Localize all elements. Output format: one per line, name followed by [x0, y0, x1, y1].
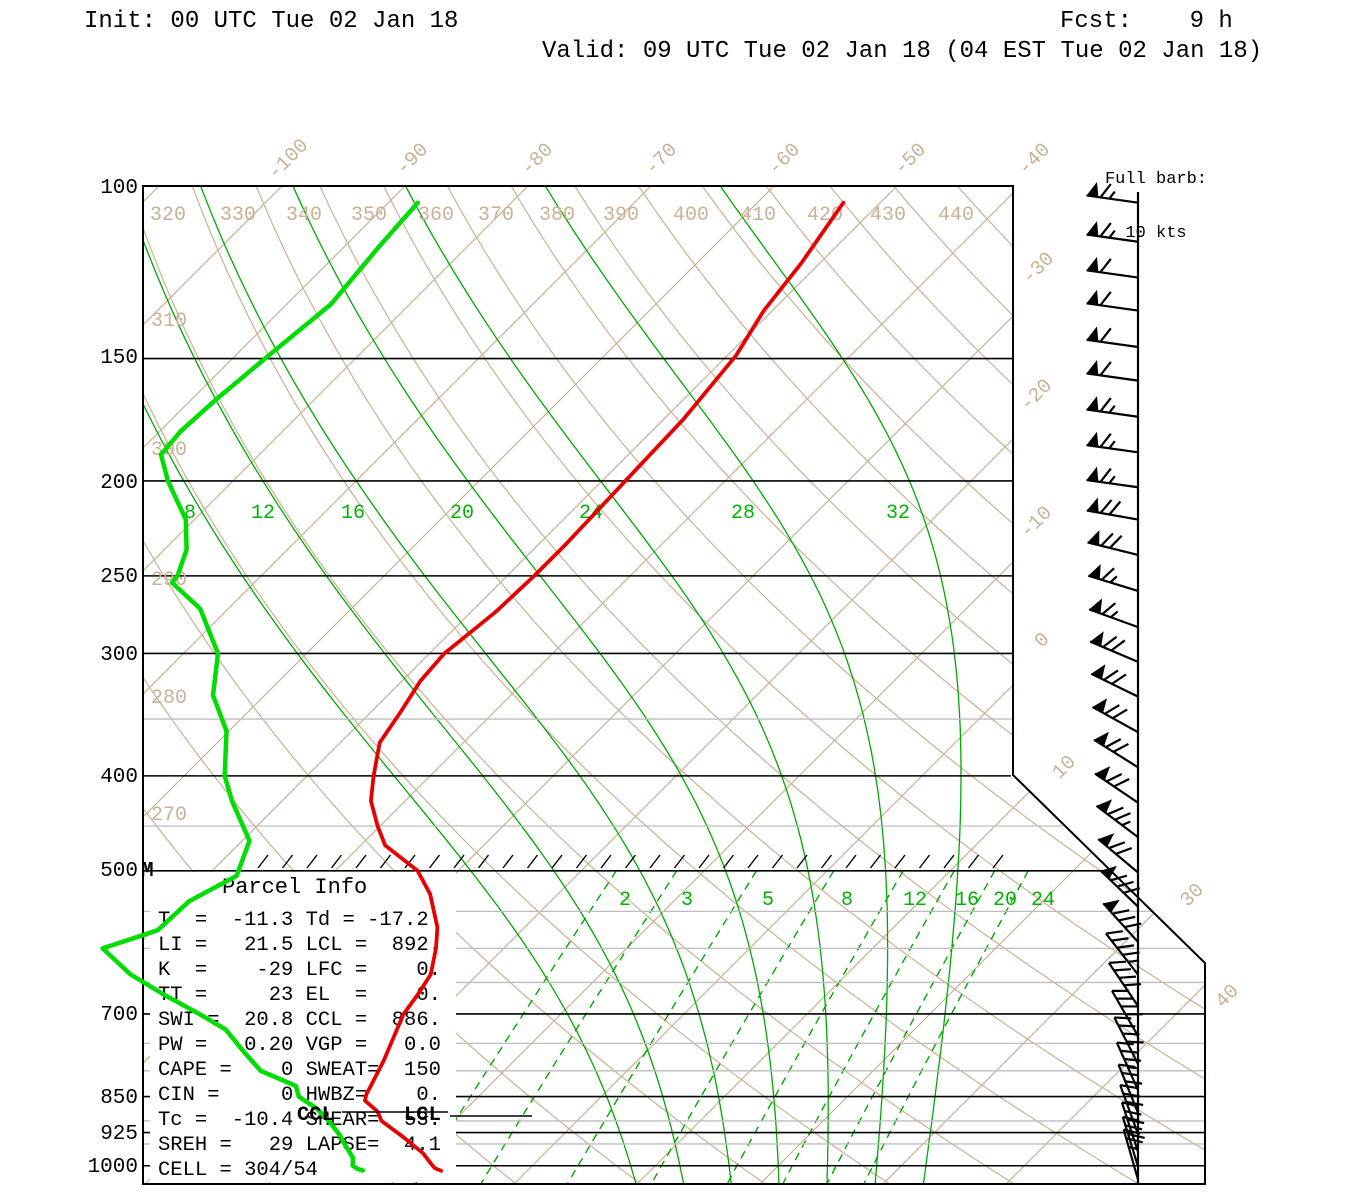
parcel-info-title: Parcel Info	[222, 875, 367, 900]
parcel-info-line: TT = 23 EL = 0.	[158, 984, 441, 1007]
parcel-level-markers: CCL LCL	[297, 1104, 532, 1127]
dry-adiabat-label: 350	[351, 204, 387, 227]
forecast-hour-label: Fcst: 9 h	[1060, 8, 1233, 35]
isotherm-label: -80	[517, 139, 559, 181]
isotherm-label: 0	[1030, 628, 1055, 653]
mixing-ratio-labels: 2 3 5 8 12 16 20 24	[619, 889, 1055, 912]
parcel-info-line: K = -29 LFC = 0.	[158, 959, 441, 982]
dry-adiabat-label: 440	[938, 204, 974, 227]
pressure-tick-label: 500	[100, 860, 138, 883]
dry-adiabat-label: 340	[286, 204, 322, 227]
pressure-tick-label: 400	[100, 766, 138, 789]
isotherm-label: 30	[1176, 879, 1209, 912]
parcel-info-panel	[150, 872, 456, 1182]
mixing-ratio-label: 5	[762, 889, 774, 912]
dry-adiabat-label: 280	[151, 687, 187, 710]
dry-adiabat-label: 420	[807, 204, 843, 227]
isotherm-label: -90	[392, 139, 434, 181]
moist-adiabat-label: 32	[886, 502, 910, 525]
isotherm-label: -20	[1016, 375, 1058, 417]
dry-adiabat-label: 270	[151, 804, 187, 827]
500mb-hatch-ticks	[257, 854, 1004, 869]
parcel-info-line: SWI = 20.8 CCL = 886.	[158, 1009, 441, 1032]
parcel-info-text: Parcel Info T = -11.3 Td = -17.2LI = 21.5…	[158, 875, 441, 1182]
dry-adiabat-label: 390	[603, 204, 639, 227]
mixing-ratio-label: 2	[619, 889, 631, 912]
valid-time-label: Valid: 09 UTC Tue 02 Jan 18 (04 EST Tue …	[542, 38, 1263, 65]
moist-adiabat-label: 20	[450, 502, 474, 525]
dry-adiabat-label: 400	[673, 204, 709, 227]
pressure-tick-label: 100	[100, 177, 138, 200]
surface-level-label: M	[141, 860, 154, 883]
dry-adiabat-label: 320	[150, 204, 186, 227]
dry-adiabat-label: 370	[478, 204, 514, 227]
parcel-info-line: CELL = 304/54	[158, 1159, 318, 1182]
temperature-trace	[362, 200, 846, 1173]
dry-adiabat-label: 410	[740, 204, 776, 227]
pressure-tick-label: 850	[100, 1087, 138, 1110]
background-line-families	[143, 186, 1205, 1184]
moist-adiabat-label: 16	[341, 502, 365, 525]
parcel-info-line: Tc = -10.4 SHEAR= 53.	[158, 1109, 441, 1132]
wind-barb-legend-line2: 10 kts	[1125, 224, 1187, 243]
parcel-info-line: T = -11.3 Td = -17.2	[158, 909, 429, 932]
dry-adiabat-label: 310	[151, 310, 187, 333]
dry-adiabat-labels: 320 330 340 350 360 370 380 390 400 410 420 430 440 3…	[150, 204, 974, 827]
dry-adiabat-label: 330	[220, 204, 256, 227]
pressure-axis-labels: 100 150 200 250 300 400 500 700 850 925 1000	[88, 177, 138, 1179]
isotherm-label: -30	[1018, 248, 1060, 290]
moist-adiabat-label: 12	[251, 502, 275, 525]
pressure-tick-label: 300	[100, 644, 138, 667]
moist-adiabat-lines	[143, 186, 962, 1184]
isotherm-label: -10	[1016, 502, 1058, 544]
dewpoint-trace	[100, 200, 421, 1173]
isotherm-label: -60	[764, 139, 806, 181]
isotherm-label: -70	[641, 139, 683, 181]
wind-barbs	[1086, 182, 1145, 1184]
mixing-ratio-label: 12	[903, 889, 927, 912]
ccl-marker-label: CCL	[297, 1104, 334, 1127]
mixing-ratio-label: 16	[955, 889, 979, 912]
sounding-traces	[100, 200, 846, 1173]
pressure-tick-label: 200	[100, 472, 138, 495]
isotherm-label: 40	[1211, 980, 1244, 1013]
moist-adiabat-label: 28	[731, 502, 755, 525]
isotherm-labels-top: -100 -90 -80 -70 -60 -50 -40	[264, 135, 1056, 185]
isotherm-label: -50	[890, 139, 932, 181]
plot-outline	[142, 185, 1206, 1185]
moist-adiabat-labels: 8 12 16 20 24 28 32	[184, 502, 910, 525]
wind-barb-legend: Full barb: 10 kts	[1096, 135, 1216, 279]
parcel-info-line: PW = 0.20 VGP = 0.0	[158, 1034, 441, 1057]
mixing-ratio-label: 3	[681, 889, 693, 912]
pressure-tick-label: 925	[100, 1123, 138, 1146]
mixing-ratio-label: 24	[1031, 889, 1055, 912]
pressure-tick-label: 250	[100, 566, 138, 589]
pressure-tick-label: 700	[100, 1004, 138, 1027]
parcel-info-line: LI = 21.5 LCL = 892.	[158, 934, 441, 957]
mixing-ratio-label: 8	[841, 889, 853, 912]
isotherm-label: 10	[1048, 751, 1081, 784]
moist-adiabat-label: 24	[579, 502, 603, 525]
pressure-tick-label: 1000	[88, 1156, 138, 1179]
dry-adiabat-label: 380	[539, 204, 575, 227]
lcl-marker-label: LCL	[404, 1104, 441, 1127]
parcel-info-line: SREH = 29 LAPSE= 4.1	[158, 1134, 441, 1157]
dry-adiabat-label: 360	[418, 204, 454, 227]
isotherm-label: -100	[264, 135, 314, 185]
init-time-label: Init: 00 UTC Tue 02 Jan 18	[84, 8, 459, 35]
mixing-ratio-label: 20	[993, 889, 1017, 912]
parcel-info-line: CAPE = 0 SWEAT= 150	[158, 1059, 441, 1082]
isotherm-label: -40	[1014, 139, 1056, 181]
dry-adiabat-label: 430	[870, 204, 906, 227]
wind-barb-legend-line1: Full barb:	[1104, 170, 1208, 189]
pressure-tick-label: 150	[100, 347, 138, 370]
